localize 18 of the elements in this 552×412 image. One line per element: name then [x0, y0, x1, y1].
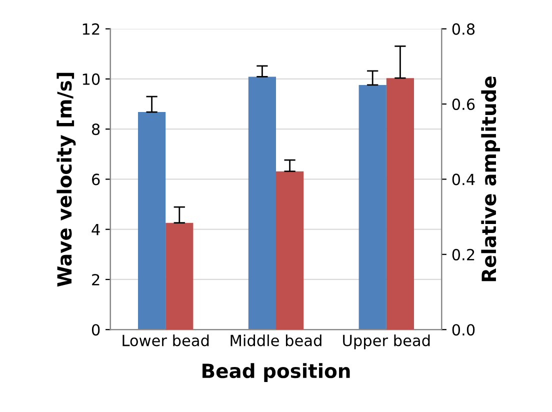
y-tick-label: 2 [92, 274, 100, 286]
y-tick-label: 10 [82, 73, 100, 85]
y-tick-label: 4 [92, 224, 100, 236]
y-tick-label: 12 [82, 23, 100, 35]
x-axis-title: Bead position [202, 363, 350, 382]
y2-tick-label: 0.4 [452, 174, 475, 186]
y2-tick-label: 0.8 [452, 23, 475, 35]
y-axis-title: Wave velocity [m/s] [56, 72, 76, 287]
x-tick-label: Lower bead [122, 334, 209, 346]
y2-tick-label: 0.2 [452, 248, 474, 260]
y2-axis-title: Relative amplitude [481, 76, 500, 282]
y2-tick-label: 0.0 [452, 324, 475, 336]
y-tick-label: 0 [92, 324, 100, 336]
x-tick-label: Upper bead [343, 334, 430, 350]
y-tick-label: 6 [92, 174, 100, 186]
x-tick-label: Middle bead [230, 334, 322, 346]
y2-tick-label: 0.6 [452, 98, 475, 110]
y-tick-label: 8 [92, 124, 100, 136]
